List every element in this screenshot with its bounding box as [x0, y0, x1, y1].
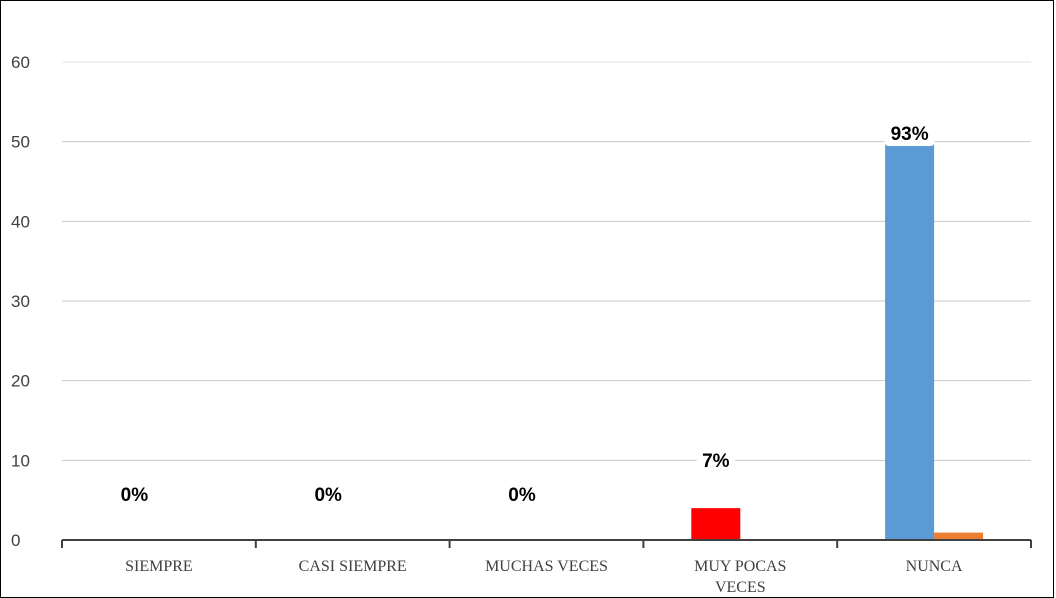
data-label: 0% [508, 485, 536, 506]
data-label-background [884, 120, 935, 146]
data-label: 7% [702, 451, 730, 472]
x-category-label: NUNCA [906, 558, 963, 575]
bar-secondary [934, 532, 984, 540]
bar [885, 133, 935, 540]
y-tick-label: 0 [11, 531, 20, 550]
data-label: 0% [121, 485, 149, 506]
x-category-label: CASI SIEMPRE [299, 558, 407, 575]
data-label-background [503, 481, 541, 507]
data-label: 0% [314, 485, 342, 506]
y-tick-label: 50 [11, 133, 30, 152]
y-tick-label: 40 [11, 212, 30, 231]
data-label-background [115, 481, 154, 507]
y-tick-label: 20 [11, 372, 30, 391]
data-label-background [696, 447, 735, 473]
y-tick-label: 10 [11, 451, 30, 470]
data-label-background [309, 481, 348, 507]
y-tick-label: 30 [11, 292, 30, 311]
x-category-label: SIEMPRE [125, 558, 193, 575]
y-tick-label: 60 [11, 53, 30, 72]
x-category-label: MUY POCAS VECES [694, 558, 786, 596]
bar [691, 508, 741, 540]
data-label: 93% [891, 124, 929, 145]
x-category-label: MUCHAS VECES [485, 558, 608, 575]
